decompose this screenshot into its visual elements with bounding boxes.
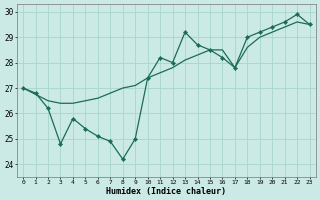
X-axis label: Humidex (Indice chaleur): Humidex (Indice chaleur) [106, 187, 226, 196]
